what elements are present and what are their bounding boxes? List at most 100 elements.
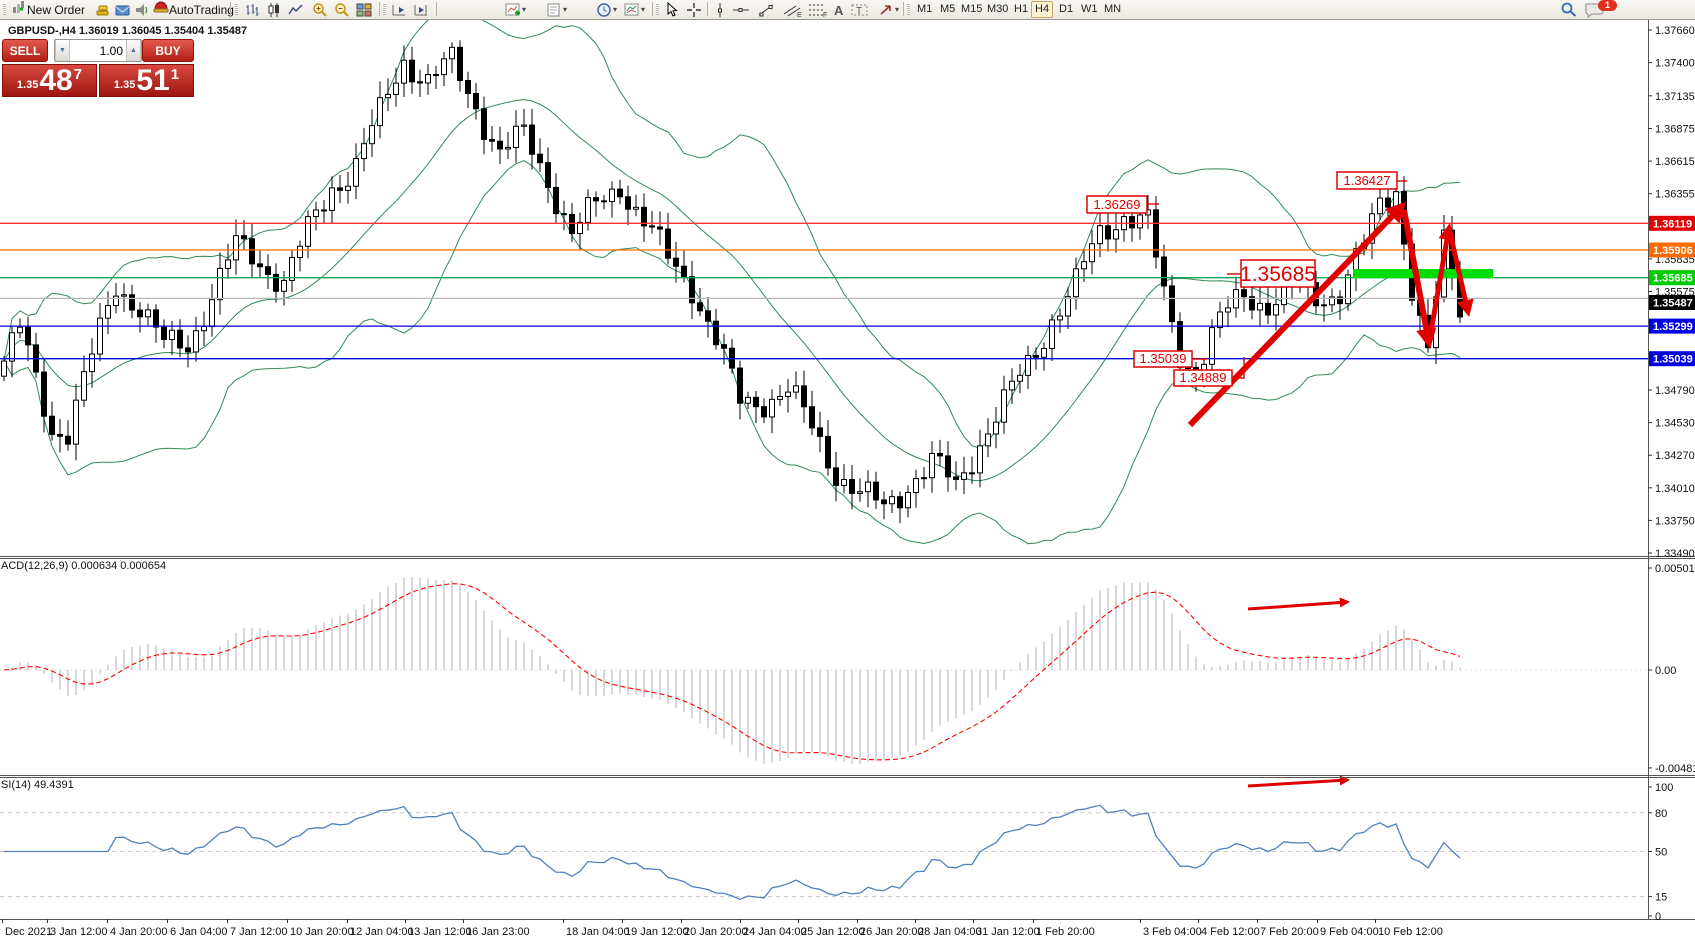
candle-body bbox=[1217, 311, 1223, 329]
horizontal-line-icon[interactable] bbox=[732, 1, 750, 18]
timeframe-button-w1[interactable]: W1 bbox=[1081, 3, 1098, 15]
candle-body bbox=[841, 479, 847, 486]
zoom-in-icon[interactable] bbox=[312, 1, 328, 18]
toolbar-grip[interactable] bbox=[907, 3, 910, 15]
text-icon[interactable]: A bbox=[832, 1, 846, 18]
candle-body bbox=[657, 226, 663, 230]
candle-body bbox=[1105, 225, 1111, 240]
time-tick-label: 4 Jan 20:00 bbox=[110, 926, 168, 938]
price-annotation-text: 1.35685 bbox=[1240, 263, 1316, 286]
price-annotation-text: 1.36269 bbox=[1094, 197, 1141, 212]
fibonacci-icon[interactable]: F bbox=[808, 1, 828, 18]
price-annotation-text: 1.34889 bbox=[1180, 370, 1227, 385]
time-tick-label: 3 Feb 04:00 bbox=[1143, 926, 1202, 938]
volume-increase-button[interactable]: ▲ bbox=[126, 40, 141, 61]
timeframe-button-m30[interactable]: M30 bbox=[987, 3, 1009, 15]
price-annotation-box bbox=[1173, 369, 1233, 387]
candle-body bbox=[913, 478, 919, 493]
candle-body bbox=[1097, 225, 1103, 245]
bid-price-stem: 1.35 bbox=[16, 79, 39, 91]
trendline-icon[interactable] bbox=[757, 1, 775, 18]
candle-body bbox=[417, 81, 423, 84]
ask-price-display[interactable]: 1.35 51 1 bbox=[99, 64, 194, 97]
volume-input[interactable] bbox=[70, 40, 126, 61]
sell-button[interactable]: SELL bbox=[2, 39, 48, 62]
candle-body bbox=[721, 344, 727, 349]
timeframe-button-m1[interactable]: M1 bbox=[917, 3, 933, 15]
cursor-icon[interactable] bbox=[664, 1, 680, 18]
notification-badge[interactable]: 1 bbox=[1598, 0, 1617, 11]
new-chart-icon[interactable]: ▾ bbox=[546, 1, 567, 18]
crosshair-icon[interactable] bbox=[686, 1, 702, 18]
rsi-panel[interactable] bbox=[0, 804, 1648, 901]
line-chart-icon[interactable] bbox=[288, 1, 304, 18]
candle-body bbox=[25, 326, 31, 346]
candle-body bbox=[65, 435, 71, 445]
candle-body bbox=[129, 294, 135, 311]
candle-body bbox=[1049, 319, 1055, 349]
profile-icon[interactable] bbox=[95, 1, 111, 18]
timeframe-button-d1[interactable]: D1 bbox=[1059, 3, 1074, 15]
text-label-icon[interactable]: T bbox=[851, 1, 869, 18]
candle-body bbox=[649, 225, 655, 228]
candle-body bbox=[497, 140, 503, 150]
candlestick-icon[interactable] bbox=[266, 1, 282, 18]
candle-body bbox=[889, 496, 895, 505]
candle-body bbox=[393, 82, 399, 95]
indicators-icon[interactable]: ▾ bbox=[505, 1, 526, 18]
candle-body bbox=[857, 491, 863, 494]
vertical-line-icon[interactable] bbox=[713, 1, 727, 18]
candle-body bbox=[881, 499, 887, 505]
main-chart-area[interactable] bbox=[0, 8, 1648, 545]
macd-panel[interactable] bbox=[0, 577, 1648, 764]
timeframe-button-mn[interactable]: MN bbox=[1104, 3, 1122, 15]
toolbar-grip[interactable] bbox=[383, 3, 386, 15]
candle-body bbox=[1393, 191, 1399, 208]
chart-shift-icon[interactable] bbox=[413, 1, 429, 18]
new-order-button[interactable]: New Order bbox=[11, 1, 85, 18]
timeframe-button-m15[interactable]: M15 bbox=[961, 3, 983, 15]
price-tick-label: 1.36615 bbox=[1655, 156, 1695, 168]
autotrading-button[interactable]: AutoTrading bbox=[153, 1, 234, 18]
autotrading-icon bbox=[153, 0, 169, 20]
candle-body bbox=[217, 267, 223, 301]
broadcast-icon[interactable] bbox=[134, 1, 150, 18]
timeframe-button-m5[interactable]: M5 bbox=[940, 3, 956, 15]
candle-body bbox=[961, 472, 967, 480]
zoom-out-icon[interactable] bbox=[334, 1, 350, 18]
trend-arrow bbox=[1426, 222, 1456, 344]
candle-body bbox=[1345, 274, 1351, 305]
timeframe-button-h4[interactable]: H4 bbox=[1031, 1, 1054, 18]
trend-arrow bbox=[1247, 775, 1351, 788]
bar-chart-icon[interactable] bbox=[244, 1, 260, 18]
candle-body bbox=[233, 235, 239, 261]
candle-body bbox=[105, 305, 111, 319]
candle-body bbox=[985, 433, 991, 447]
timeframe-button-h1[interactable]: H1 bbox=[1014, 3, 1029, 15]
candle-body bbox=[1025, 354, 1031, 376]
auto-scroll-icon[interactable] bbox=[391, 1, 407, 18]
tile-windows-icon[interactable] bbox=[356, 1, 372, 18]
toolbar-grip[interactable] bbox=[235, 3, 238, 15]
time-tick-label: 13 Jan 12:00 bbox=[408, 926, 472, 938]
toolbar-grip[interactable] bbox=[3, 3, 6, 15]
candle-body bbox=[1073, 268, 1079, 298]
equidistant-channel-icon[interactable]: E bbox=[783, 1, 803, 18]
price-tick-label: 1.37400 bbox=[1655, 58, 1695, 70]
candle-body bbox=[17, 326, 23, 334]
candle-body bbox=[185, 347, 191, 353]
toolbar-grip[interactable] bbox=[656, 3, 659, 15]
mailbox-icon[interactable] bbox=[115, 1, 131, 18]
arrows-tool-icon[interactable]: ▾ bbox=[878, 1, 899, 18]
buy-button[interactable]: BUY bbox=[142, 39, 194, 62]
periods-clock-icon[interactable]: ▾ bbox=[596, 1, 617, 18]
time-tick-label: 1 Feb 20:00 bbox=[1036, 926, 1095, 938]
volume-decrease-button[interactable]: ▼ bbox=[55, 40, 70, 61]
candle-body bbox=[1017, 374, 1023, 382]
bid-price-display[interactable]: 1.35 48 7 bbox=[2, 64, 97, 97]
templates-icon[interactable]: ▾ bbox=[624, 1, 645, 18]
candle-body bbox=[505, 146, 511, 150]
search-icon[interactable] bbox=[1560, 1, 1578, 18]
